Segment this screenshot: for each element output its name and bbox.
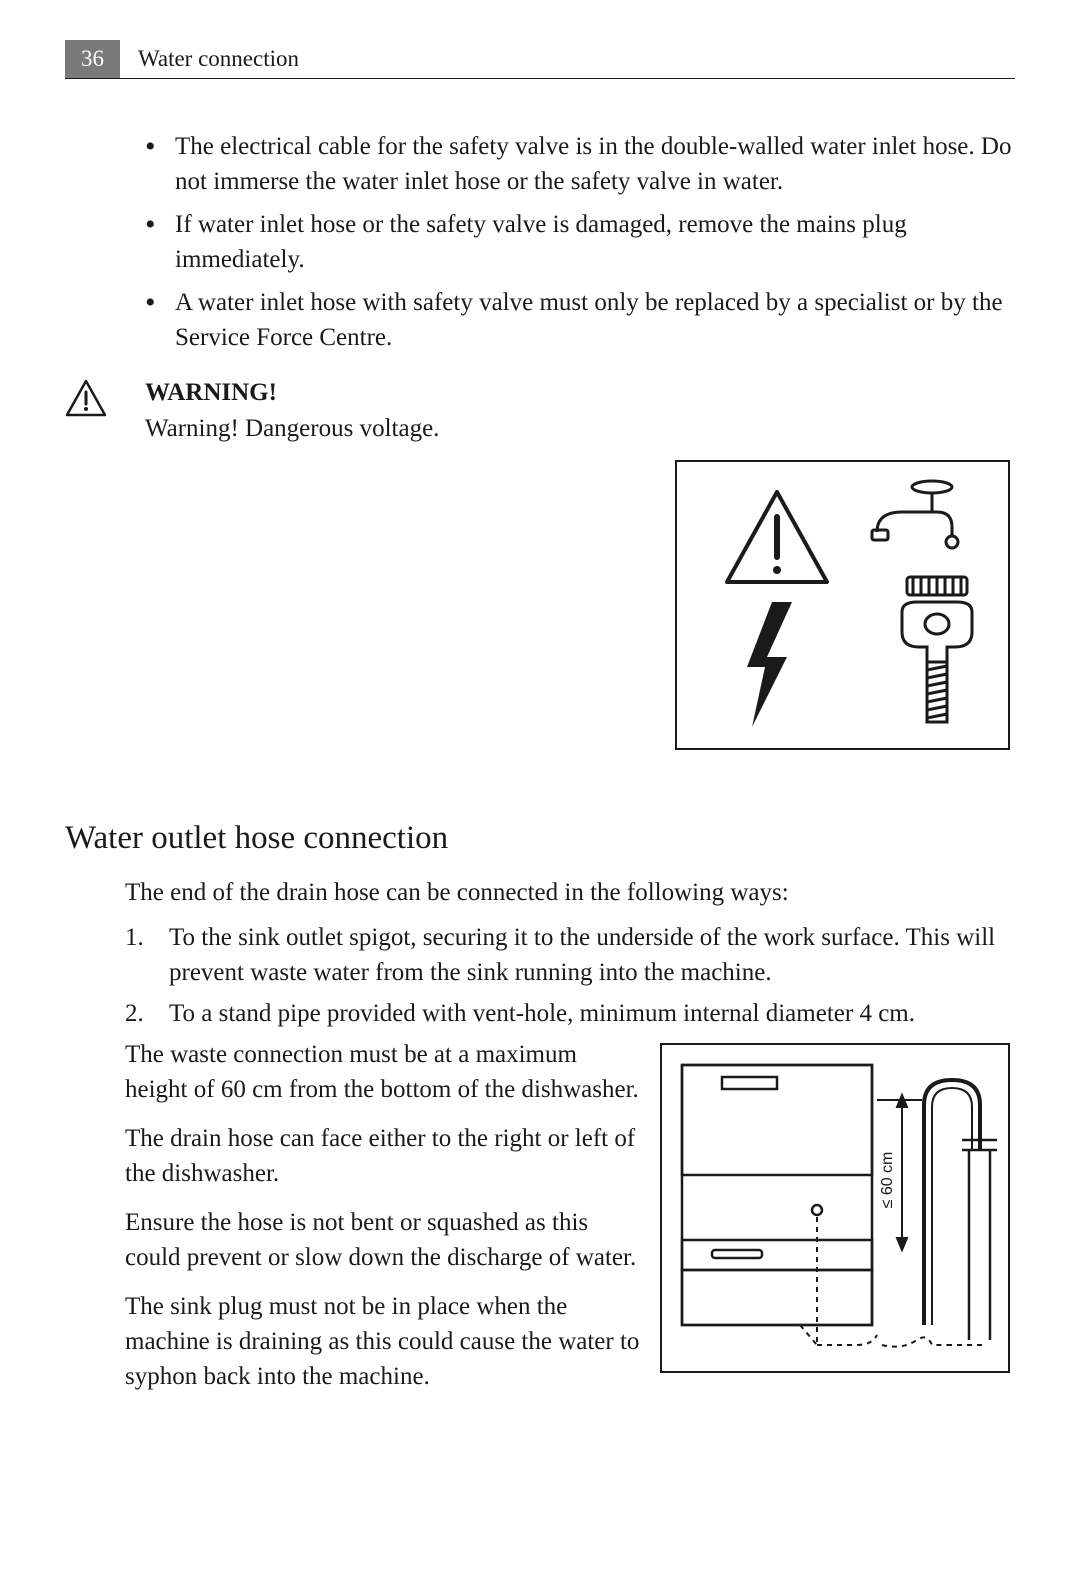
bullet-item: The electrical cable for the safety valv… [145, 129, 1015, 199]
numbered-item: To a stand pipe provided with vent-hole,… [125, 996, 1015, 1031]
warning-icon [65, 379, 125, 422]
warning-heading: WARNING! [145, 379, 1015, 407]
drain-height-figure: ≤ 60 cm [660, 1043, 1010, 1373]
numbered-list: To the sink outlet spigot, securing it t… [125, 920, 1015, 1031]
valve-warning-figure [675, 460, 1010, 750]
warning-block: WARNING! Warning! Dangerous voltage. [65, 379, 1015, 446]
bullet-item: A water inlet hose with safety valve mus… [145, 285, 1015, 355]
warning-body: Warning! Dangerous voltage. [145, 411, 1015, 446]
intro-paragraph: The end of the drain hose can be connect… [125, 875, 1015, 910]
page-number: 36 [65, 40, 120, 78]
bullet-list: The electrical cable for the safety valv… [145, 129, 1015, 355]
height-label: ≤ 60 cm [879, 1152, 896, 1209]
page-content: The electrical cable for the safety valv… [65, 129, 1015, 1408]
warning-text: WARNING! Warning! Dangerous voltage. [145, 379, 1015, 446]
numbered-item: To the sink outlet spigot, securing it t… [125, 920, 1015, 990]
bullet-item: If water inlet hose or the safety valve … [145, 207, 1015, 277]
flow-block: ≤ 60 cm The waste connection must be at … [65, 1037, 1015, 1408]
page-header: 36 Water connection [65, 40, 1015, 79]
section-title: Water outlet hose connection [65, 820, 1015, 857]
header-title: Water connection [120, 40, 299, 78]
